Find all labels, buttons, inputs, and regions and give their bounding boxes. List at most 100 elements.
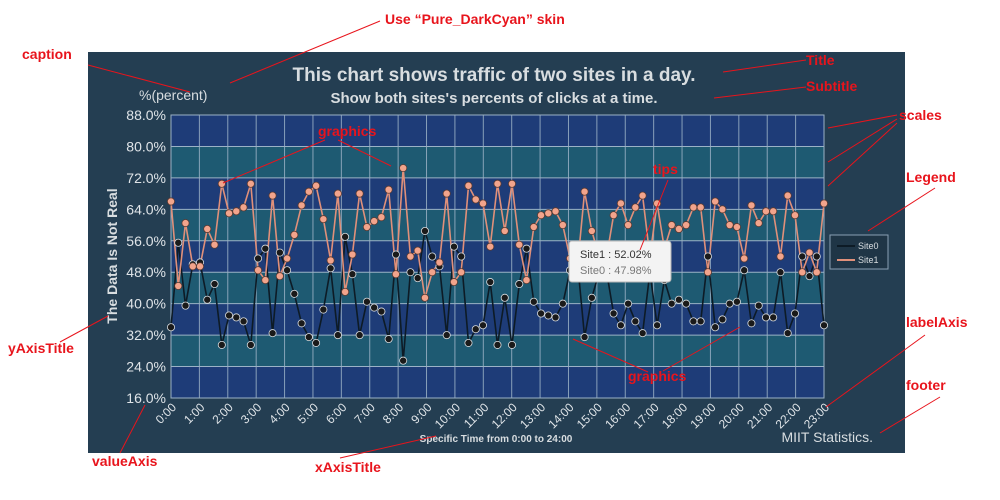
- data-point-site1[interactable]: [406, 252, 415, 261]
- data-point-site0[interactable]: [616, 321, 625, 330]
- data-point-site1[interactable]: [587, 226, 596, 235]
- data-point-site1[interactable]: [420, 293, 429, 302]
- data-point-site1[interactable]: [181, 219, 190, 228]
- data-point-site0[interactable]: [428, 252, 437, 261]
- data-point-site1[interactable]: [609, 211, 618, 220]
- data-point-site1[interactable]: [261, 276, 270, 285]
- data-point-site0[interactable]: [297, 319, 306, 328]
- data-point-site1[interactable]: [166, 197, 175, 206]
- data-point-site0[interactable]: [761, 313, 770, 322]
- data-point-site1[interactable]: [304, 187, 313, 196]
- data-point-site0[interactable]: [624, 299, 633, 308]
- data-point-site1[interactable]: [580, 187, 589, 196]
- data-point-site0[interactable]: [217, 340, 226, 349]
- data-point-site0[interactable]: [355, 331, 364, 340]
- data-point-site1[interactable]: [682, 221, 691, 230]
- data-point-site1[interactable]: [225, 209, 234, 218]
- data-point-site0[interactable]: [449, 242, 458, 251]
- data-point-site1[interactable]: [486, 242, 495, 251]
- data-point-site1[interactable]: [457, 268, 466, 277]
- data-point-site1[interactable]: [268, 191, 277, 200]
- data-point-site1[interactable]: [399, 164, 408, 173]
- data-point-site1[interactable]: [515, 240, 524, 249]
- data-point-site1[interactable]: [718, 205, 727, 214]
- data-point-site1[interactable]: [413, 246, 422, 255]
- data-point-site0[interactable]: [790, 309, 799, 318]
- data-point-site0[interactable]: [754, 301, 763, 310]
- data-point-site0[interactable]: [798, 252, 807, 261]
- data-point-site0[interactable]: [261, 244, 270, 253]
- data-point-site1[interactable]: [769, 207, 778, 216]
- data-point-site0[interactable]: [674, 295, 683, 304]
- data-point-site1[interactable]: [370, 217, 379, 226]
- data-point-site0[interactable]: [711, 323, 720, 332]
- data-point-site1[interactable]: [732, 223, 741, 232]
- data-point-site0[interactable]: [515, 280, 524, 289]
- data-point-site0[interactable]: [812, 252, 821, 261]
- data-point-site0[interactable]: [718, 315, 727, 324]
- data-point-site0[interactable]: [653, 321, 662, 330]
- data-point-site0[interactable]: [406, 268, 415, 277]
- data-point-site0[interactable]: [805, 272, 814, 281]
- data-point-site0[interactable]: [275, 248, 284, 257]
- data-point-site1[interactable]: [798, 268, 807, 277]
- data-point-site1[interactable]: [341, 287, 350, 296]
- data-point-site0[interactable]: [283, 266, 292, 275]
- data-point-site0[interactable]: [254, 254, 263, 263]
- data-point-site1[interactable]: [174, 281, 183, 290]
- data-point-site0[interactable]: [558, 299, 567, 308]
- data-point-site1[interactable]: [391, 270, 400, 279]
- data-point-site0[interactable]: [413, 274, 422, 283]
- data-point-site1[interactable]: [711, 197, 720, 206]
- data-point-site0[interactable]: [304, 333, 313, 342]
- data-point-site0[interactable]: [457, 252, 466, 261]
- data-point-site0[interactable]: [268, 329, 277, 338]
- data-point-site1[interactable]: [529, 223, 538, 232]
- data-point-site1[interactable]: [442, 189, 451, 198]
- data-point-site1[interactable]: [783, 191, 792, 200]
- data-point-site0[interactable]: [493, 340, 502, 349]
- data-point-site1[interactable]: [333, 189, 342, 198]
- data-point-site0[interactable]: [442, 331, 451, 340]
- data-point-site0[interactable]: [246, 340, 255, 349]
- data-point-site1[interactable]: [725, 221, 734, 230]
- data-point-site0[interactable]: [377, 307, 386, 316]
- data-point-site0[interactable]: [544, 311, 553, 320]
- data-point-site0[interactable]: [471, 325, 480, 334]
- data-point-site0[interactable]: [747, 319, 756, 328]
- data-point-site1[interactable]: [428, 268, 437, 277]
- data-point-site1[interactable]: [312, 181, 321, 190]
- data-point-site1[interactable]: [624, 221, 633, 230]
- data-point-site0[interactable]: [580, 333, 589, 342]
- data-point-site1[interactable]: [790, 211, 799, 220]
- data-point-site1[interactable]: [290, 230, 299, 239]
- data-point-site0[interactable]: [348, 270, 357, 279]
- data-point-site0[interactable]: [225, 311, 234, 320]
- data-point-site0[interactable]: [181, 301, 190, 310]
- data-point-site1[interactable]: [319, 215, 328, 224]
- data-point-site1[interactable]: [820, 199, 829, 208]
- data-point-site0[interactable]: [290, 289, 299, 298]
- data-point-site1[interactable]: [188, 262, 197, 271]
- data-point-site0[interactable]: [508, 340, 517, 349]
- data-point-site0[interactable]: [522, 244, 531, 253]
- data-point-site1[interactable]: [471, 195, 480, 204]
- data-point-site1[interactable]: [435, 258, 444, 267]
- data-point-site0[interactable]: [478, 321, 487, 330]
- data-point-site1[interactable]: [537, 211, 546, 220]
- data-point-site0[interactable]: [725, 299, 734, 308]
- data-point-site0[interactable]: [239, 317, 248, 326]
- data-point-site1[interactable]: [703, 268, 712, 277]
- data-point-site0[interactable]: [203, 295, 212, 304]
- data-point-site0[interactable]: [362, 297, 371, 306]
- data-point-site1[interactable]: [558, 221, 567, 230]
- data-point-site1[interactable]: [805, 248, 814, 257]
- data-point-site1[interactable]: [674, 224, 683, 233]
- data-point-site1[interactable]: [522, 276, 531, 285]
- data-point-site0[interactable]: [326, 264, 335, 273]
- data-point-site1[interactable]: [348, 250, 357, 259]
- data-point-site0[interactable]: [703, 252, 712, 261]
- data-point-site1[interactable]: [812, 268, 821, 277]
- data-point-site0[interactable]: [210, 280, 219, 289]
- data-point-site0[interactable]: [391, 250, 400, 259]
